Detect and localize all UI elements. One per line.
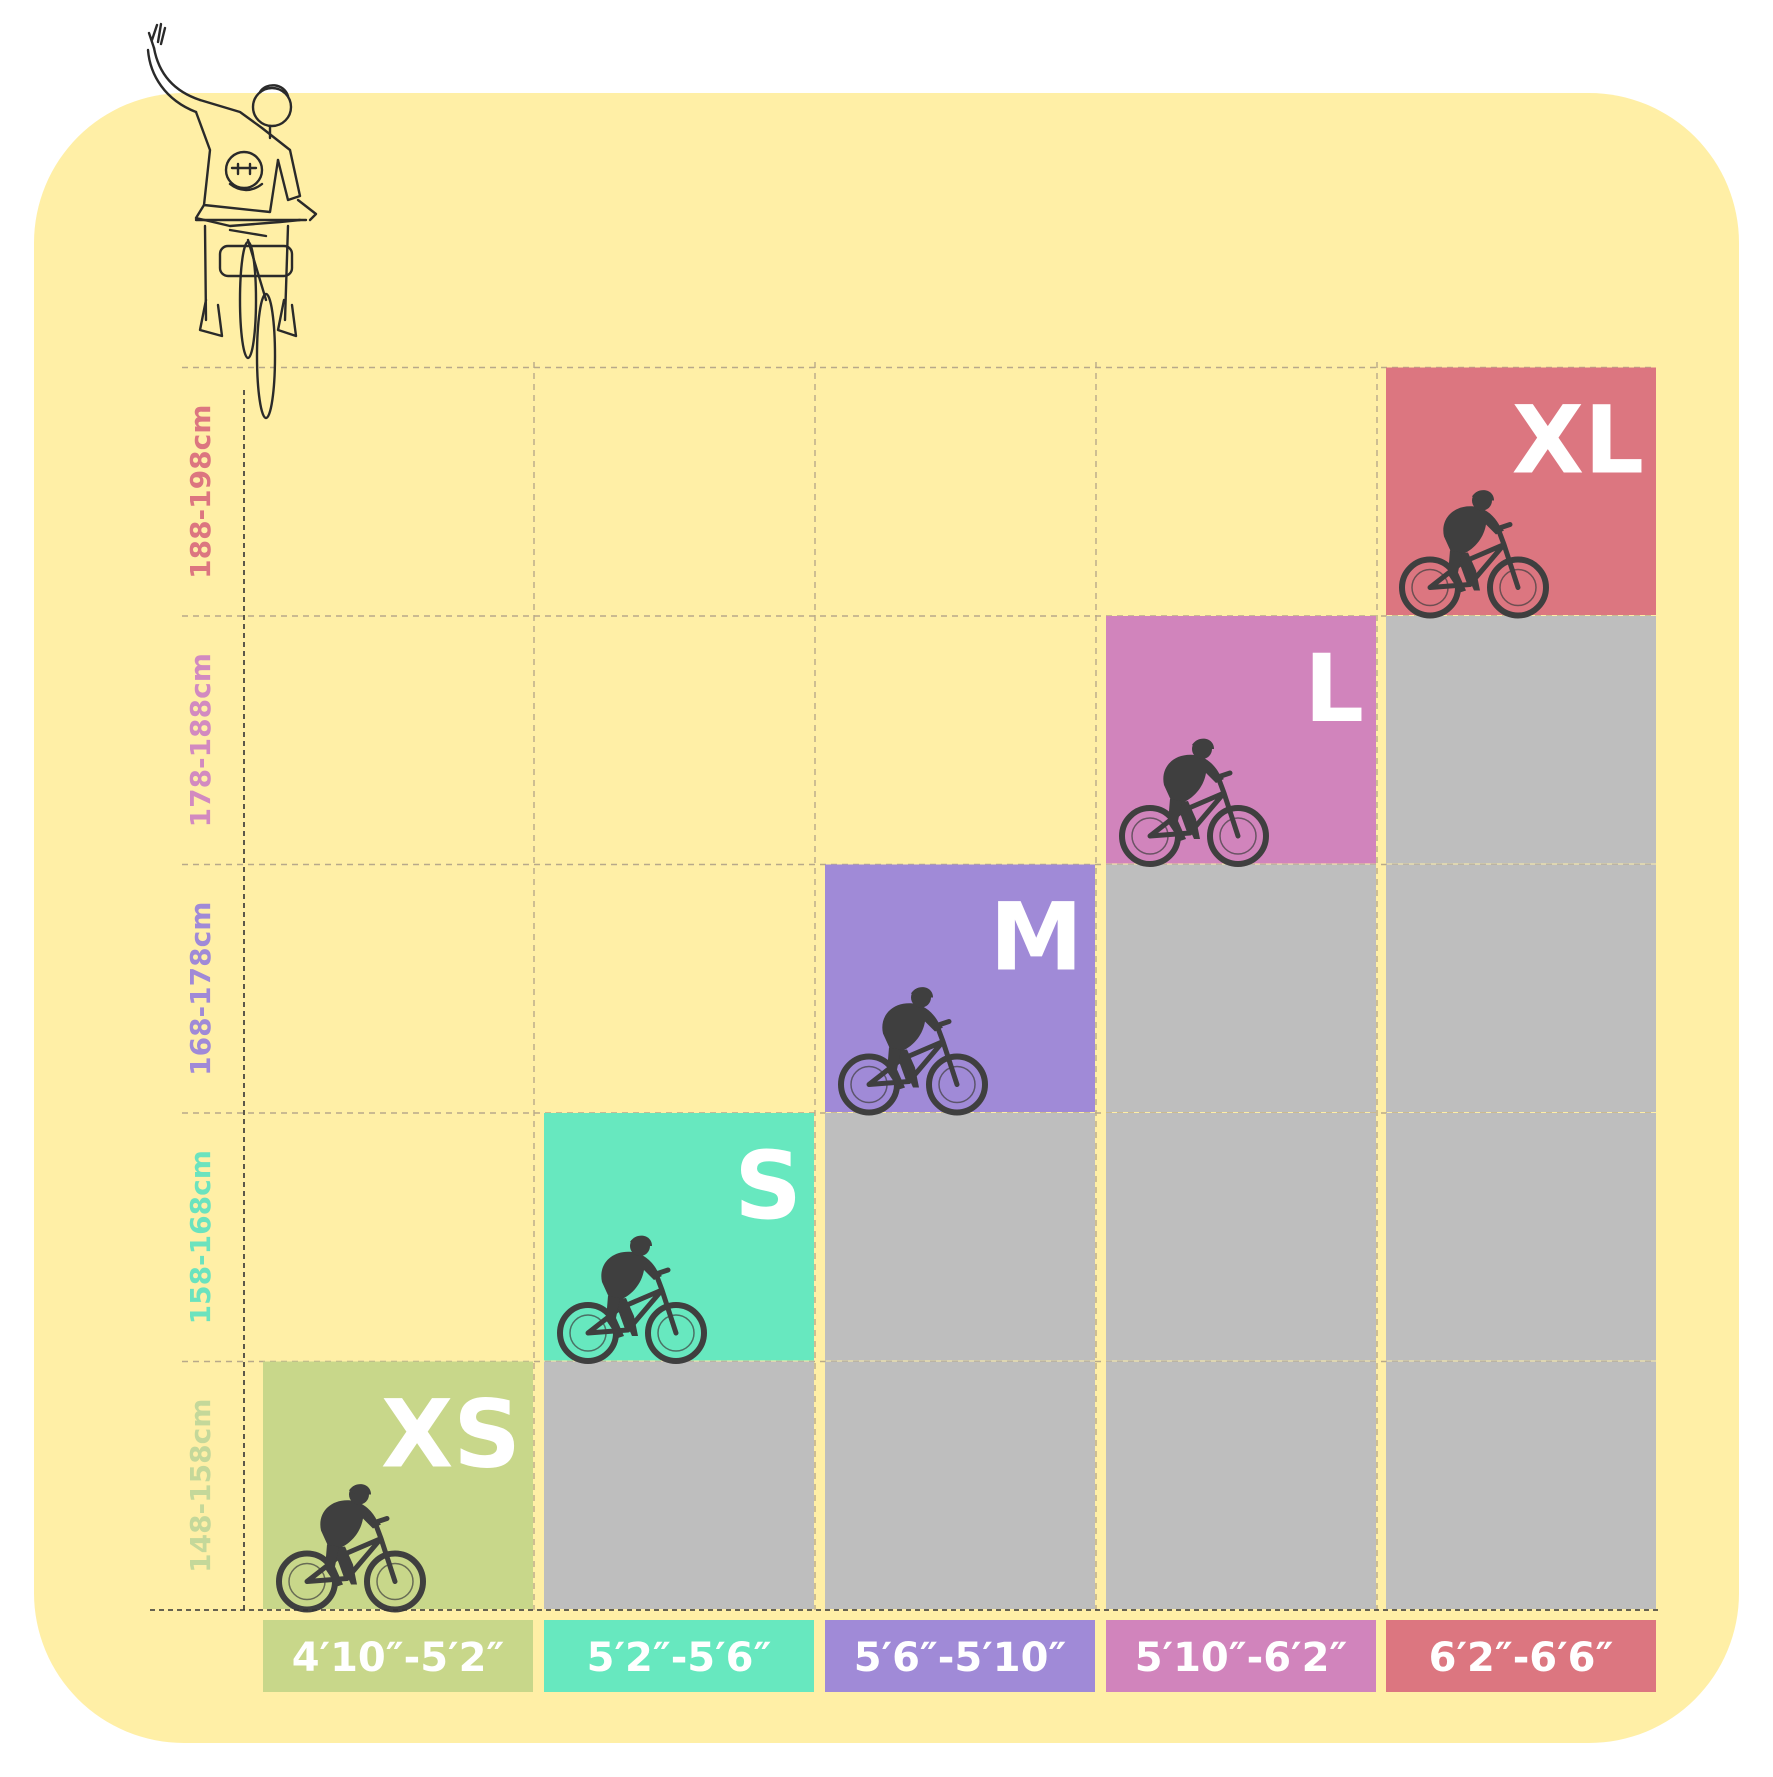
size-label-l: L — [1304, 635, 1364, 744]
height-range-label: 168-178cm — [184, 902, 217, 1076]
height-range-label: 178-188cm — [184, 653, 217, 827]
category-box — [1106, 1620, 1376, 1692]
bar-size-m — [825, 864, 1095, 1112]
category-box — [825, 1620, 1095, 1692]
bar-size-xl — [1386, 367, 1656, 615]
cyclist-silhouette-icon — [838, 987, 988, 1116]
category-box — [1386, 1620, 1656, 1692]
bar-filler — [1386, 616, 1656, 864]
category-label: 5′6″-5′10″ — [854, 1635, 1067, 1681]
height-range-label: 188-198cm — [184, 405, 217, 579]
bar-filler — [1386, 1361, 1656, 1609]
cyclist-silhouette-icon — [1119, 738, 1269, 867]
size-label-xl: XL — [1512, 387, 1644, 496]
category-label: 5′2″-5′6″ — [587, 1635, 772, 1681]
labels-layer: XS 4′10″-5′2″ S 5′2″-5′6″ M 5′6″-5′10″ L 5′10″-… — [184, 387, 1644, 1682]
category-label: 5′10″-6′2″ — [1135, 1635, 1348, 1681]
cyclist-silhouette-icon — [276, 1484, 426, 1613]
cyclist-silhouette-icon — [557, 1235, 707, 1364]
height-range-label: 158-168cm — [184, 1150, 217, 1324]
bar-filler — [1386, 864, 1656, 1112]
waving-cyclist-icon — [146, 22, 318, 420]
category-label: 6′2″-6′6″ — [1429, 1635, 1614, 1681]
bar-filler — [1386, 1113, 1656, 1361]
bar-size-s — [544, 1113, 814, 1361]
category-box — [544, 1620, 814, 1692]
height-range-label: 148-158cm — [184, 1399, 217, 1573]
bar-filler — [544, 1361, 814, 1609]
cyclist-silhouette-icon — [1399, 490, 1549, 619]
axes-layer — [150, 390, 1662, 1611]
bar-size-l — [1106, 616, 1376, 864]
size-label-xs: XS — [381, 1381, 521, 1490]
size-label-s: S — [734, 1132, 802, 1241]
category-box — [263, 1620, 533, 1692]
bar-filler — [1106, 1361, 1376, 1609]
bar-filler — [1106, 1113, 1376, 1361]
bars-layer — [263, 367, 1656, 1692]
size-label-m: M — [989, 884, 1083, 993]
bar-filler — [825, 1113, 1095, 1361]
bar-size-xs — [263, 1361, 533, 1609]
category-label: 4′10″-5′2″ — [292, 1635, 505, 1681]
bar-filler — [825, 1361, 1095, 1609]
bar-filler — [1106, 864, 1376, 1112]
